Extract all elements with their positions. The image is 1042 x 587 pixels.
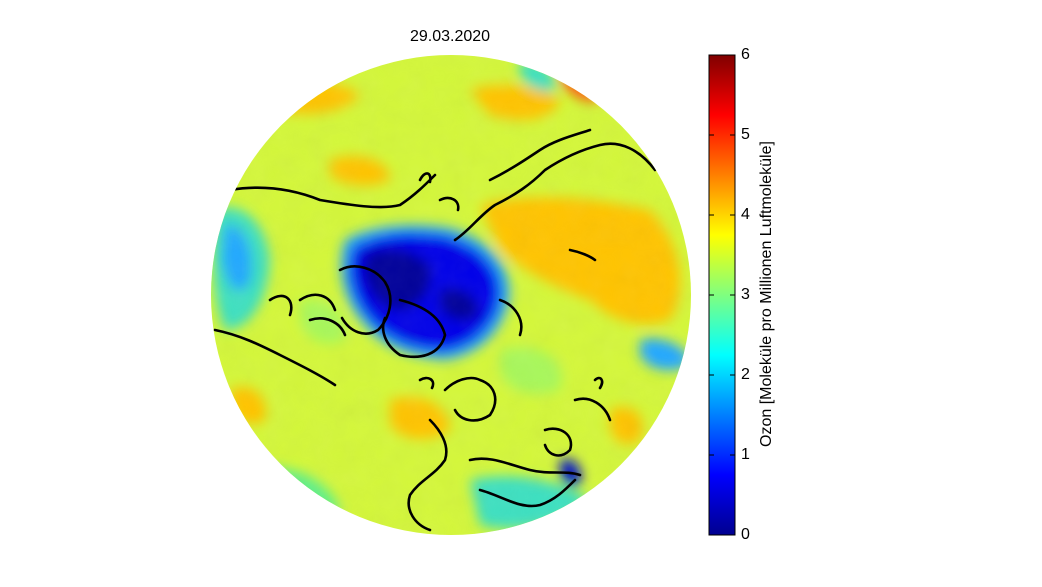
colorbar-ticks xyxy=(709,54,735,536)
colorbar-tick-label: 0 xyxy=(741,526,750,543)
colorbar-tick-label: 6 xyxy=(741,46,750,63)
colorbar-tick-label: 1 xyxy=(741,446,750,463)
colorbar-tick-label: 2 xyxy=(741,366,750,383)
colorbar-axis-label: Ozon [Moleküle pro Millionen Luftmolekül… xyxy=(758,141,775,447)
map-title: 29.03.2020 xyxy=(409,28,491,45)
ozone-field xyxy=(211,55,691,535)
colorbar-tick-label: 5 xyxy=(741,126,750,143)
coastlines xyxy=(213,128,657,532)
colorbar-tick-label: 4 xyxy=(741,206,750,223)
colorbar-tick-label: 3 xyxy=(741,286,750,303)
